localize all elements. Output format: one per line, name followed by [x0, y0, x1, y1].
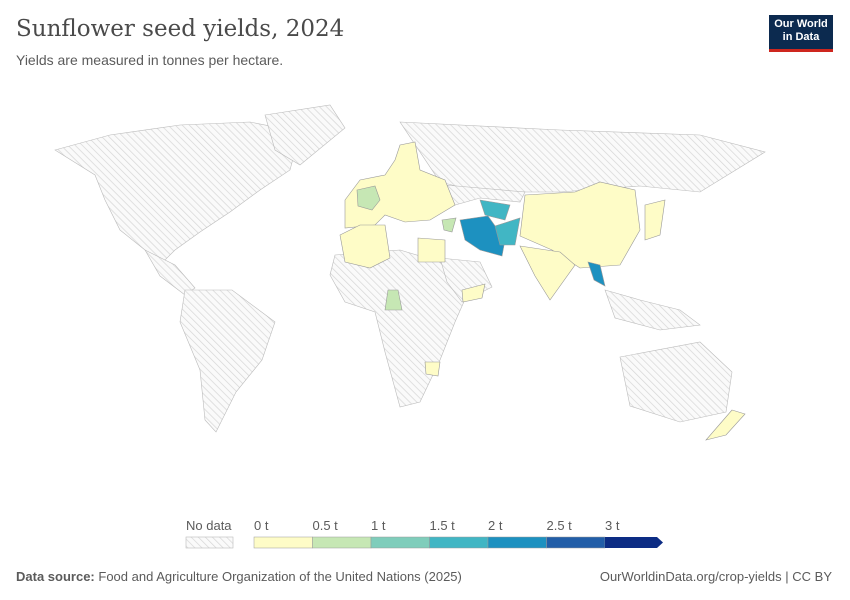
region-southeast-asia[interactable] [604, 289, 701, 331]
country-laos[interactable] [587, 261, 606, 287]
legend-tick-label: 1 t [371, 518, 386, 533]
country-china[interactable] [519, 181, 641, 269]
country-zimbabwe[interactable] [424, 361, 441, 377]
data-source: Data source: Food and Agriculture Organi… [16, 569, 462, 584]
legend-tick-label: 2.5 t [547, 518, 573, 533]
country-afghanistan[interactable] [494, 217, 521, 246]
country-japan[interactable] [644, 199, 666, 241]
legend-bin-1[interactable] [312, 536, 372, 549]
country-yemen[interactable] [461, 283, 486, 303]
country-cameroon[interactable] [384, 289, 403, 311]
chart-subtitle: Yields are measured in tonnes per hectar… [16, 52, 284, 68]
source-link[interactable]: OurWorldinData.org/crop-yields | CC BY [599, 569, 832, 584]
legend-tick-label: 0.5 t [313, 518, 339, 533]
country-syria[interactable] [441, 217, 457, 233]
region-north-america[interactable] [54, 121, 301, 266]
region-central-america[interactable] [144, 249, 196, 296]
legend-bin-6[interactable] [605, 537, 663, 548]
region-russia[interactable] [399, 121, 766, 193]
country-morocco-algeria[interactable] [339, 224, 391, 269]
source-text: Food and Agriculture Organization of the… [98, 569, 462, 584]
country-new-zealand[interactable] [705, 409, 746, 441]
legend: No data 0 t 0.5 t 1 t 1.5 t 2 t 2.5 t 3 t [185, 518, 663, 549]
legend-no-data-swatch[interactable] [185, 536, 234, 549]
chart-title: Sunflower seed yields, 2024 [16, 16, 345, 42]
region-south-america[interactable] [179, 289, 276, 433]
region-greenland[interactable] [264, 104, 346, 166]
legend-tick-label: 2 t [488, 518, 503, 533]
country-france[interactable] [356, 185, 381, 211]
country-egypt[interactable] [417, 237, 446, 263]
logo-line-2: in Data [782, 31, 820, 43]
legend-no-data-label: No data [186, 518, 232, 533]
country-uzbekistan[interactable] [479, 199, 511, 221]
legend-bin-2[interactable] [370, 536, 430, 549]
legend-tick-label: 3 t [605, 518, 620, 533]
legend-bin-5[interactable] [546, 536, 606, 549]
logo-line-1: Our World [774, 18, 828, 30]
legend-tick-label: 1.5 t [430, 518, 456, 533]
country-india[interactable] [519, 245, 576, 301]
legend-tick-label: 0 t [254, 518, 269, 533]
source-label: Data source: [16, 569, 95, 584]
region-australia[interactable] [619, 341, 733, 423]
legend-bin-3[interactable] [429, 536, 489, 549]
owid-logo[interactable]: Our World in Data [769, 15, 833, 52]
legend-bin-4[interactable] [487, 536, 547, 549]
legend-bin-0[interactable] [253, 536, 313, 549]
